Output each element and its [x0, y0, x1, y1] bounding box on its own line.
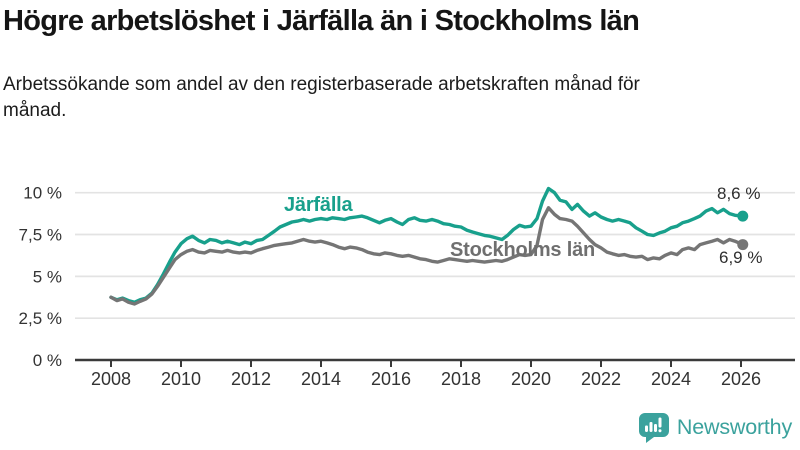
- chart-subtitle: Arbetssökande som andel av den registerb…: [3, 74, 640, 121]
- chart-title: Högre arbetslöshet i Järfälla än i Stock…: [3, 5, 640, 37]
- series-label-jarfalla: Järfälla: [284, 194, 353, 216]
- x-tick-label: 2022: [581, 369, 621, 389]
- series-label-stockholm: Stockholms län: [450, 239, 596, 261]
- x-tick-label: 2026: [721, 369, 761, 389]
- x-tick-label: 2024: [651, 369, 691, 389]
- x-tick-label: 2010: [161, 369, 201, 389]
- x-tick-label: 2008: [91, 369, 131, 389]
- x-tick-label: 2020: [511, 369, 551, 389]
- end-value-jarfalla: 8,6 %: [717, 184, 761, 203]
- newsworthy-logo-text: Newsworthy: [676, 415, 792, 439]
- x-tick-label: 2018: [441, 369, 481, 389]
- y-tick-label: 10 %: [23, 184, 62, 203]
- series-end-dot-1: [737, 239, 749, 251]
- y-tick-label: 5 %: [33, 267, 62, 286]
- y-tick-label: 0 %: [33, 351, 62, 370]
- series-line-1: [109, 206, 745, 306]
- x-tick-label: 2016: [371, 369, 411, 389]
- x-tick-label: 2014: [301, 369, 341, 389]
- end-value-stockholm: 6,9 %: [719, 248, 763, 267]
- y-tick-label: 2,5 %: [19, 309, 62, 328]
- x-tick-label: 2012: [231, 369, 271, 389]
- newsworthy-logo[interactable]: Newsworthy: [638, 412, 792, 443]
- series-line-0: [109, 186, 745, 304]
- newsworthy-logo-icon: [638, 413, 669, 443]
- y-tick-label: 7,5 %: [19, 226, 62, 245]
- series-end-dot-0: [737, 210, 749, 222]
